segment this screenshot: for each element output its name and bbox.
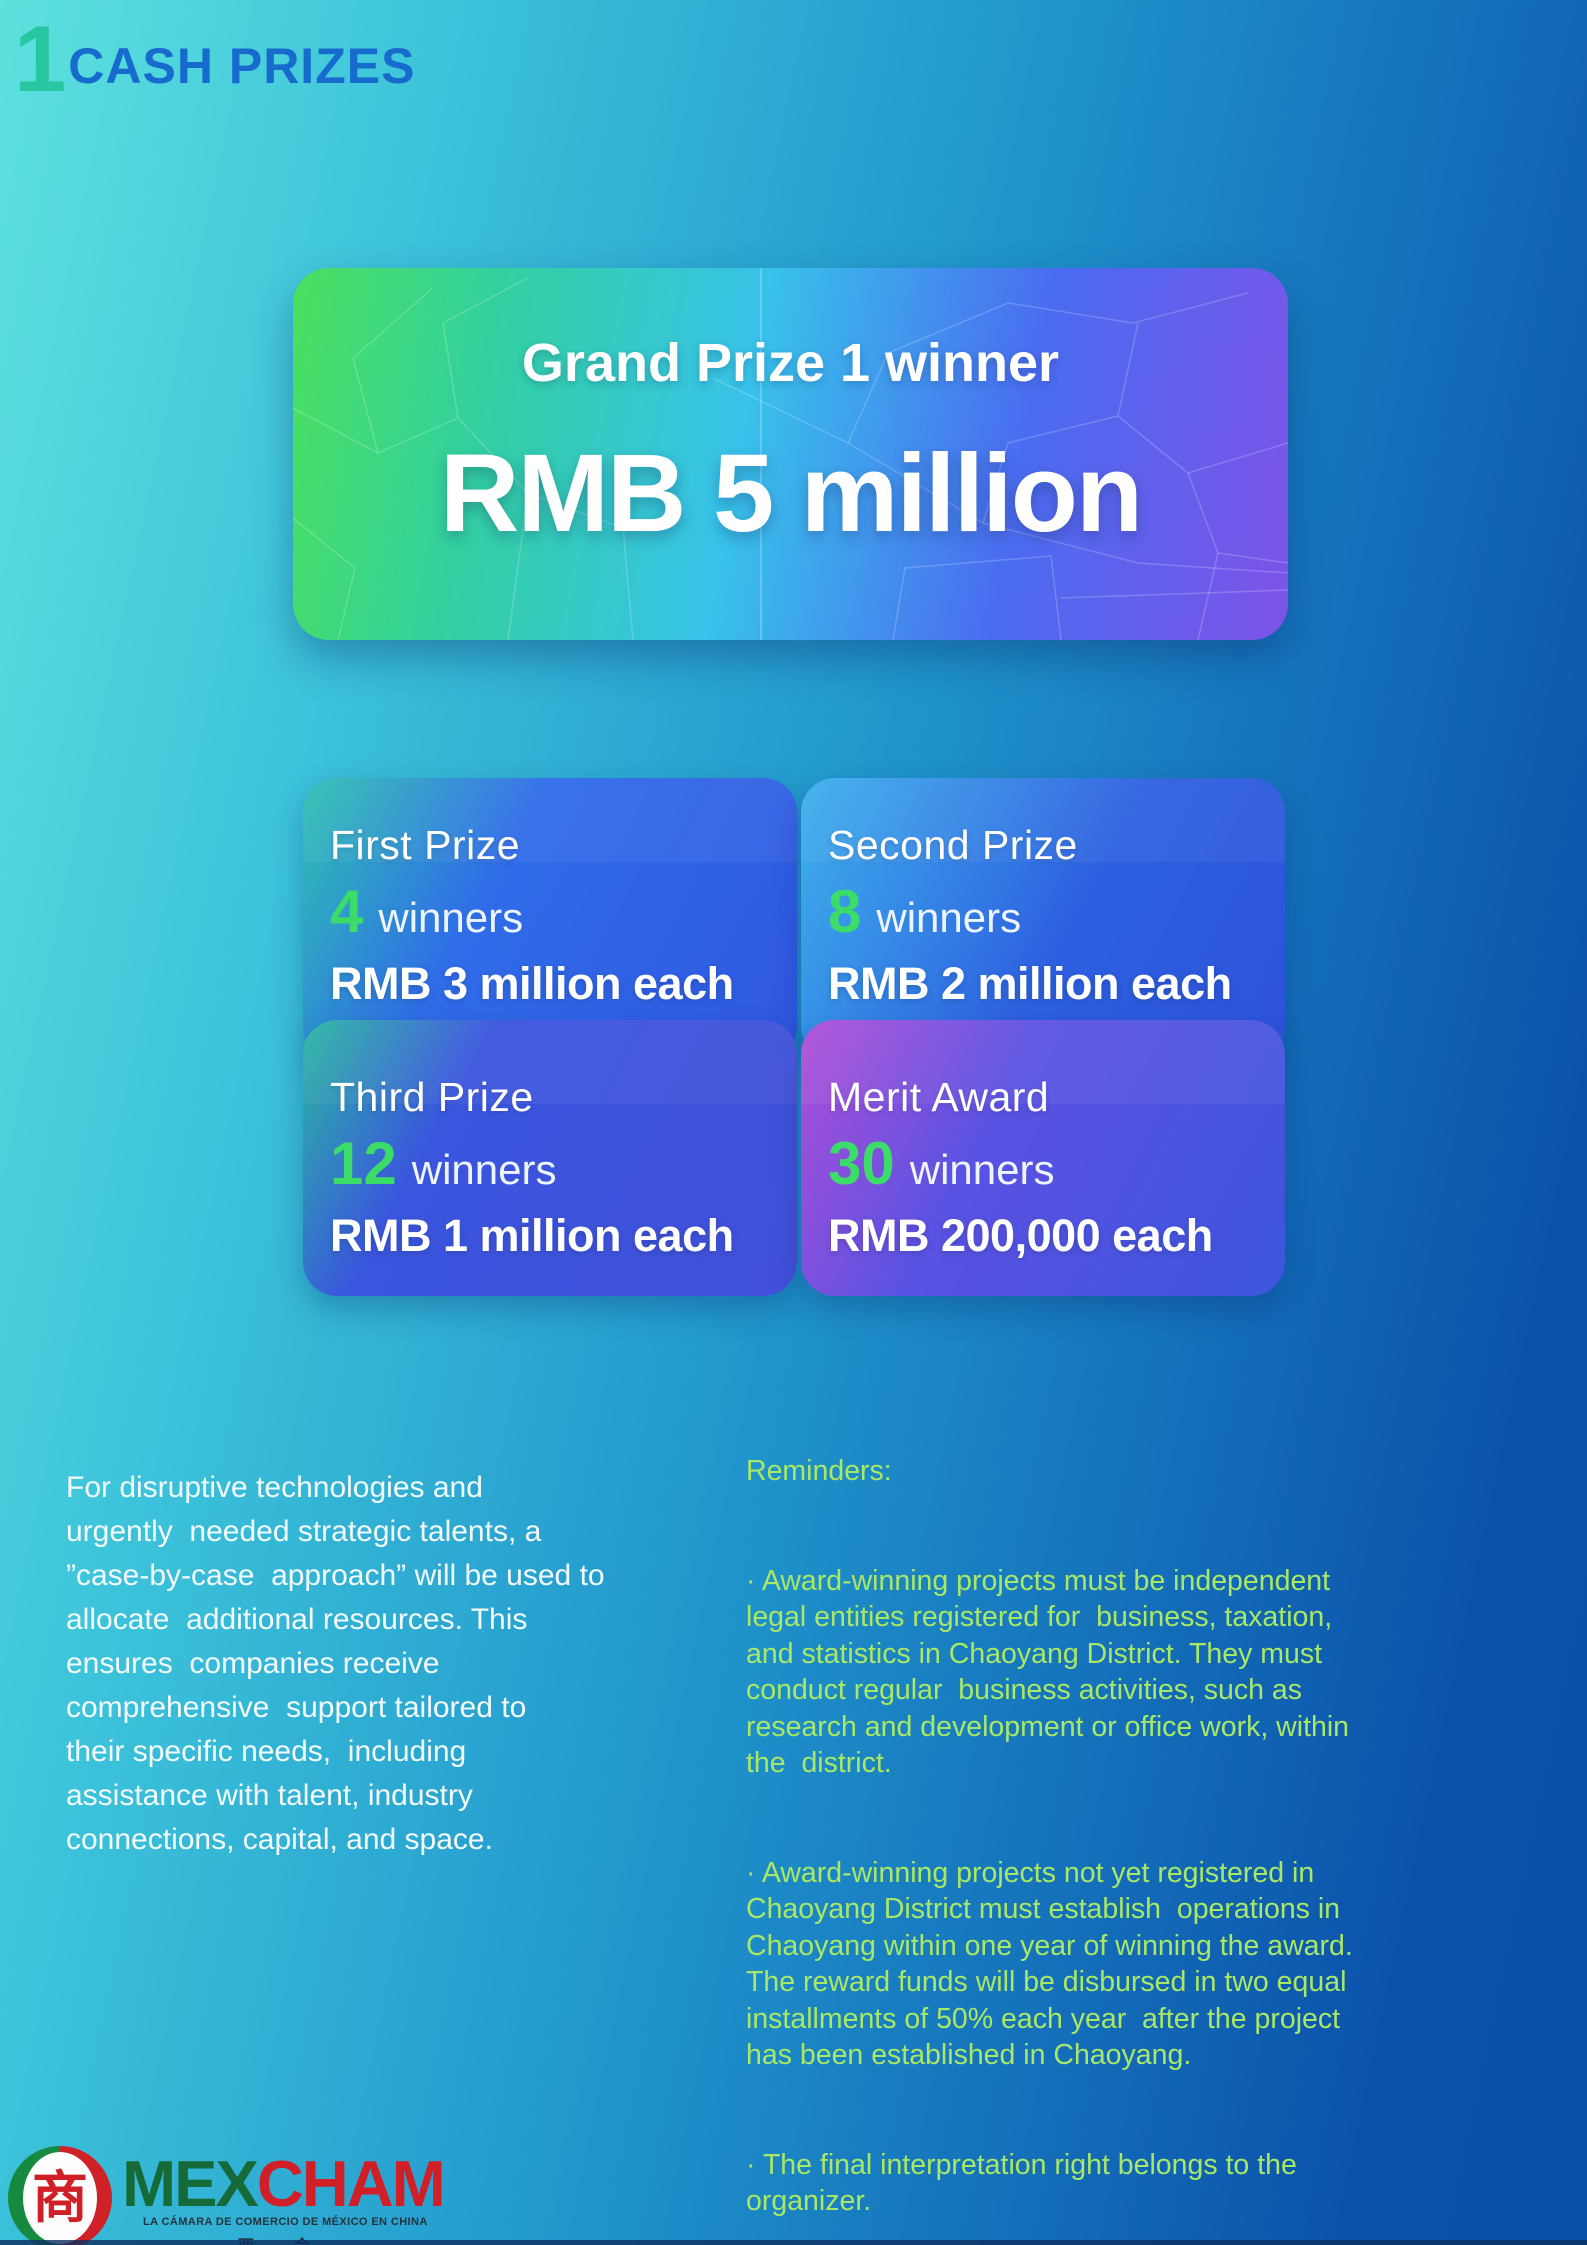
grand-prize-amount: RMB 5 million — [439, 432, 1143, 555]
prize-unit: winners — [909, 1146, 1055, 1193]
brand-mex: MEX — [122, 2147, 259, 2220]
bottom-edge-strip — [0, 2240, 1587, 2245]
prize-count-line: 4 winners — [330, 877, 773, 946]
prize-amount: RMB 2 million each — [828, 958, 1232, 1009]
logo-chinese-glyph: 商 — [32, 2165, 88, 2231]
prize-unit: winners — [876, 894, 1022, 941]
reminders-block: Reminders: · Award-winning projects must… — [746, 1380, 1576, 2245]
section-number: 1 — [14, 6, 67, 111]
prize-unit: winners — [378, 894, 524, 941]
prize-count: 30 — [828, 1130, 895, 1197]
prize-title: Third Prize — [330, 1074, 534, 1120]
prize-card-second: Second Prize 8 winners RMB 2 million eac… — [801, 778, 1285, 1060]
section-header: 1 CASH PRIZES — [14, 6, 416, 111]
section-title: CASH PRIZES — [68, 38, 416, 95]
brand-cham: CHAM — [256, 2147, 446, 2220]
reminder-item: · Award-winning projects not yet registe… — [746, 1856, 1353, 2072]
prize-count-line: 8 winners — [828, 877, 1261, 946]
prize-count: 8 — [828, 878, 862, 945]
prize-count-line: 30 winners — [828, 1129, 1261, 1198]
brand-wordmark: MEXCHAM — [122, 2151, 446, 2216]
prize-amount: RMB 3 million each — [330, 958, 734, 1009]
logo-inner-circle: 商 — [23, 2152, 97, 2244]
prize-unit: winners — [411, 1146, 557, 1193]
prize-title: Merit Award — [828, 1074, 1050, 1120]
reminder-item: · The final interpretation right belongs… — [746, 2148, 1297, 2218]
prize-amount: RMB 200,000 each — [828, 1210, 1213, 1261]
prize-card-first: First Prize 4 winners RMB 3 million each — [303, 778, 797, 1060]
prize-title: Second Prize — [828, 822, 1078, 868]
reminder-item: · Award-winning projects must be indepen… — [746, 1564, 1350, 1780]
reminders-heading: Reminders: — [746, 1455, 892, 1487]
grand-prize-card: Grand Prize 1 winner RMB 5 million — [293, 268, 1288, 640]
prize-count: 4 — [330, 878, 364, 945]
mesh-pattern-graphic — [293, 268, 1288, 640]
prize-count-line: 12 winners — [330, 1129, 773, 1198]
prize-count: 12 — [330, 1130, 397, 1197]
prize-title: First Prize — [330, 822, 520, 868]
brand-tagline: LA CÁMARA DE COMERCIO DE MÉXICO EN CHINA — [143, 2216, 428, 2228]
mexcham-logo-icon: 商 — [8, 2146, 112, 2245]
prize-card-merit: Merit Award 30 winners RMB 200,000 each — [801, 1020, 1285, 1296]
prize-amount: RMB 1 million each — [330, 1210, 734, 1261]
prize-card-third: Third Prize 12 winners RMB 1 million eac… — [303, 1020, 797, 1296]
grand-prize-title: Grand Prize 1 winner — [521, 333, 1060, 393]
support-paragraph: For disruptive technologies and urgently… — [66, 1471, 605, 1856]
